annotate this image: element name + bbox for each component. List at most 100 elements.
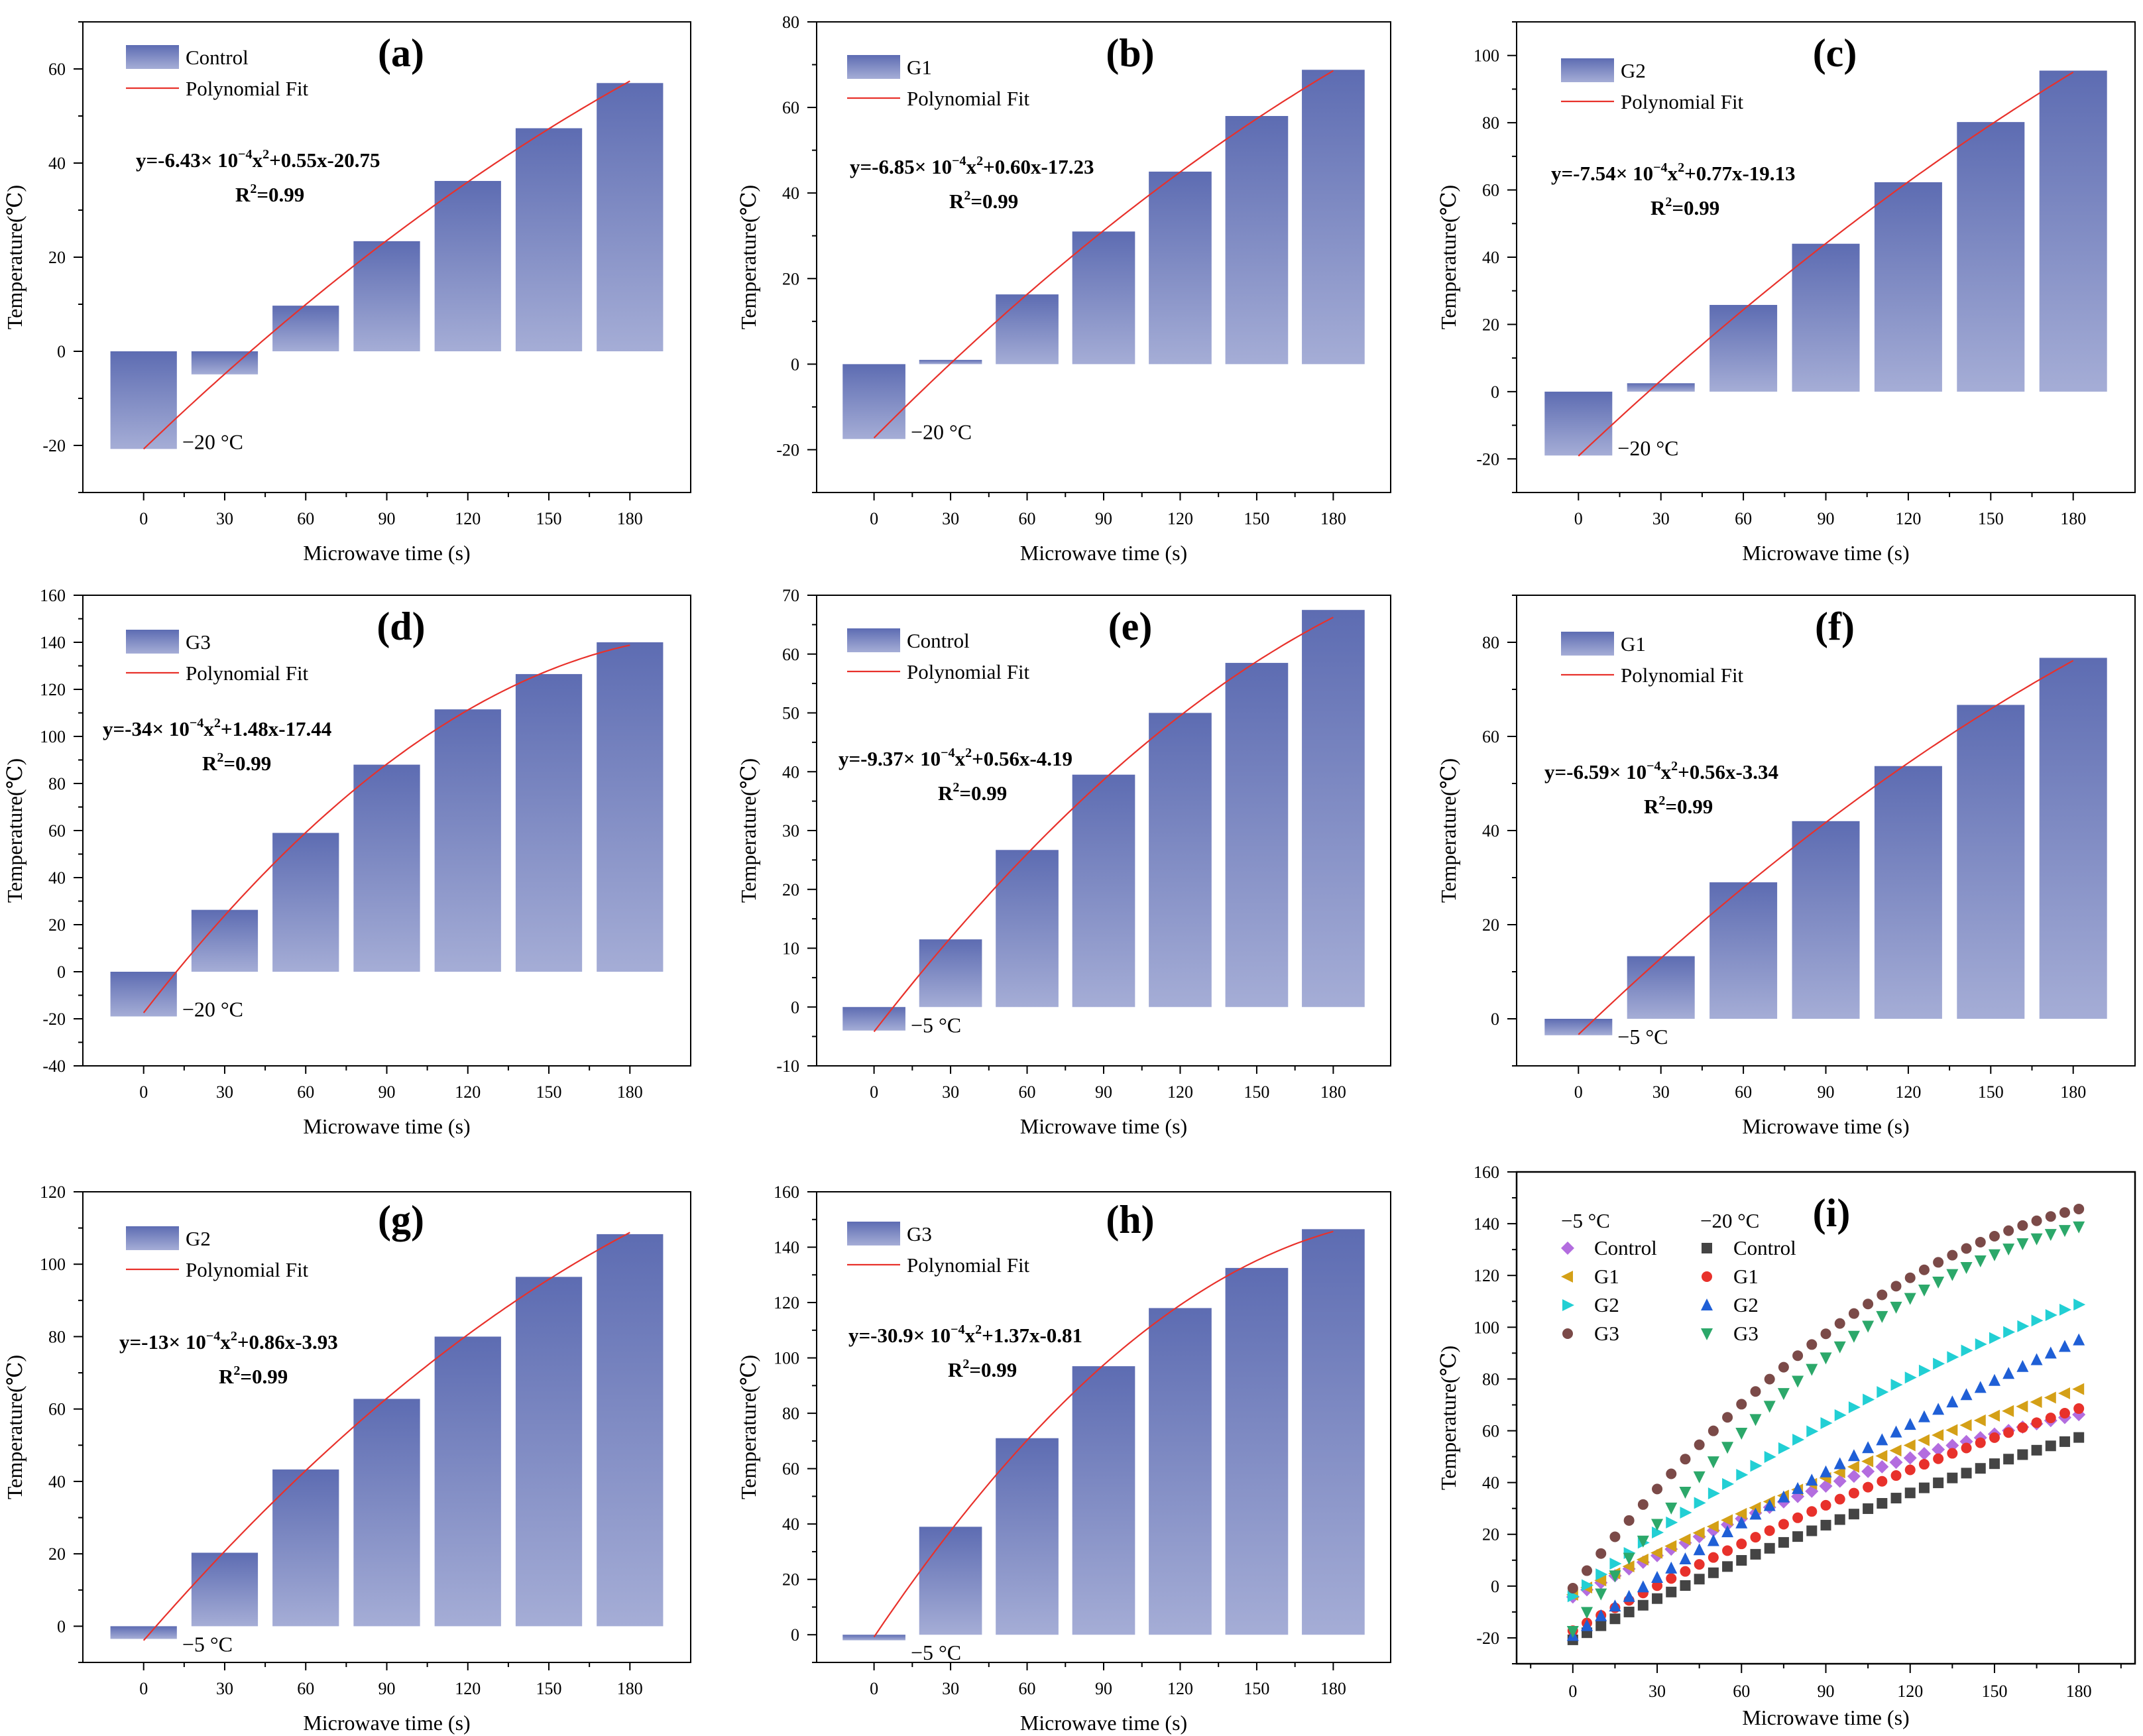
data-point bbox=[2057, 1387, 2070, 1399]
fit-equation: y=-9.37× 10−4x2+0.56x-4.19 bbox=[839, 746, 1072, 770]
data-point bbox=[1863, 1503, 1874, 1515]
data-point bbox=[1833, 1341, 1846, 1354]
fit-equation: y=-6.85× 10−4x2+0.60x-17.23 bbox=[850, 154, 1094, 178]
bar-90 bbox=[1792, 243, 1860, 392]
data-point bbox=[1889, 1456, 1903, 1470]
data-point bbox=[1680, 1566, 1691, 1577]
x-tick-label: 120 bbox=[1167, 509, 1193, 528]
legend-group-title-m20: −20 °C bbox=[1700, 1209, 1759, 1232]
bar-0 bbox=[1544, 391, 1613, 456]
data-point bbox=[2059, 1207, 2070, 1218]
data-point bbox=[1875, 1460, 1889, 1474]
data-point bbox=[1680, 1454, 1691, 1465]
bar-30 bbox=[919, 939, 982, 1008]
data-point bbox=[1917, 1434, 1930, 1446]
x-tick-label: 180 bbox=[1320, 1679, 1346, 1698]
data-point bbox=[2016, 1360, 2029, 1372]
y-tick-label: 40 bbox=[1482, 1474, 1499, 1493]
data-point bbox=[2017, 1220, 2028, 1231]
x-tick-label: 120 bbox=[1895, 1082, 1921, 1102]
fit-equation: y=-6.43× 10−4x2+0.55x-20.75 bbox=[136, 147, 380, 172]
y-tick-label: -20 bbox=[776, 440, 799, 459]
data-point bbox=[1680, 1580, 1691, 1591]
data-point bbox=[1750, 1548, 1761, 1560]
x-tick-label: 30 bbox=[216, 1679, 233, 1698]
y-tick-label: 40 bbox=[782, 1515, 799, 1534]
data-point bbox=[2031, 1215, 2042, 1226]
x-tick-label: 150 bbox=[1981, 1682, 2007, 1701]
y-tick-label: 30 bbox=[782, 821, 799, 840]
data-point bbox=[1903, 1451, 1917, 1465]
y-tick-label: 0 bbox=[57, 1617, 66, 1636]
y-tick-label: 0 bbox=[57, 342, 66, 361]
legend-label: G1 bbox=[1733, 1265, 1759, 1288]
data-point bbox=[1918, 1410, 1930, 1422]
y-tick-label: 40 bbox=[782, 762, 799, 781]
data-point bbox=[1652, 1527, 1664, 1539]
data-point bbox=[1666, 1573, 1677, 1584]
bar-120 bbox=[434, 180, 501, 351]
data-point bbox=[1833, 1466, 1845, 1479]
y-tick-label: 60 bbox=[1482, 727, 1499, 746]
x-tick-label: 120 bbox=[455, 1679, 481, 1698]
bar-180 bbox=[597, 83, 664, 352]
data-point bbox=[1609, 1531, 1621, 1542]
x-axis-title: Microwave time (s) bbox=[1742, 1706, 1909, 1729]
data-point bbox=[1890, 1379, 1903, 1391]
data-point bbox=[1890, 1493, 1902, 1504]
series-m20-G3 bbox=[1566, 1221, 2085, 1638]
data-point bbox=[1792, 1531, 1804, 1542]
bar-90 bbox=[1072, 774, 1135, 1008]
series-m20-G2 bbox=[1566, 1333, 2085, 1641]
data-point bbox=[1792, 1375, 1804, 1388]
bar-90 bbox=[1072, 231, 1135, 365]
y-tick-label: 20 bbox=[48, 915, 66, 935]
x-tick-label: 150 bbox=[1244, 1679, 1269, 1698]
data-point bbox=[1918, 1482, 1930, 1493]
bar-150 bbox=[1225, 116, 1289, 365]
data-point bbox=[1904, 1418, 1916, 1430]
data-point bbox=[1666, 1516, 1678, 1529]
data-point bbox=[1959, 1419, 1972, 1432]
start-temp-annotation: −5 °C bbox=[911, 1641, 961, 1664]
x-axis-title: Microwave time (s) bbox=[1020, 1114, 1187, 1138]
legend-bar-label: G1 bbox=[1621, 632, 1646, 656]
x-tick-label: 90 bbox=[378, 509, 396, 528]
data-point bbox=[1722, 1561, 1733, 1572]
data-point bbox=[1694, 1497, 1706, 1509]
y-tick-label: 20 bbox=[1482, 315, 1499, 334]
y-axis-title: Temperature(℃) bbox=[736, 1355, 760, 1499]
y-tick-label: 100 bbox=[40, 727, 66, 746]
y-tick-label: 0 bbox=[57, 962, 66, 982]
data-point bbox=[1736, 1468, 1749, 1481]
fit-equation: y=-7.54× 10−4x2+0.77x-19.13 bbox=[1551, 160, 1796, 185]
legend-bar-swatch bbox=[847, 55, 900, 79]
y-tick-label: 80 bbox=[1482, 633, 1499, 652]
data-point bbox=[1933, 1358, 1945, 1370]
data-point bbox=[1975, 1236, 1986, 1247]
bar-60 bbox=[272, 833, 339, 972]
data-point bbox=[1708, 1567, 1719, 1578]
y-tick-label: 60 bbox=[782, 645, 799, 664]
data-point bbox=[2073, 1333, 2085, 1346]
data-point bbox=[2044, 1229, 2057, 1242]
bar-180 bbox=[2039, 658, 2107, 1019]
bar-120 bbox=[434, 709, 501, 972]
data-point bbox=[1989, 1230, 2000, 1242]
bar-180 bbox=[1302, 1229, 1365, 1635]
data-point bbox=[1833, 1474, 1847, 1488]
y-tick-label: 160 bbox=[1474, 1163, 1499, 1182]
data-point bbox=[1764, 1525, 1775, 1536]
y-tick-label: 70 bbox=[782, 586, 799, 605]
data-point bbox=[1960, 1388, 1973, 1401]
x-tick-label: 180 bbox=[2060, 509, 2086, 528]
data-point bbox=[1736, 1399, 1747, 1410]
y-tick-label: 0 bbox=[1491, 382, 1499, 402]
x-tick-label: 30 bbox=[1652, 1082, 1670, 1102]
data-point bbox=[2058, 1225, 2071, 1238]
data-point bbox=[1652, 1593, 1663, 1604]
legend-bar-label: G2 bbox=[1621, 59, 1646, 82]
y-tick-label: 40 bbox=[48, 1472, 66, 1491]
data-point bbox=[1947, 1351, 1959, 1363]
bar-120 bbox=[1874, 766, 1942, 1019]
